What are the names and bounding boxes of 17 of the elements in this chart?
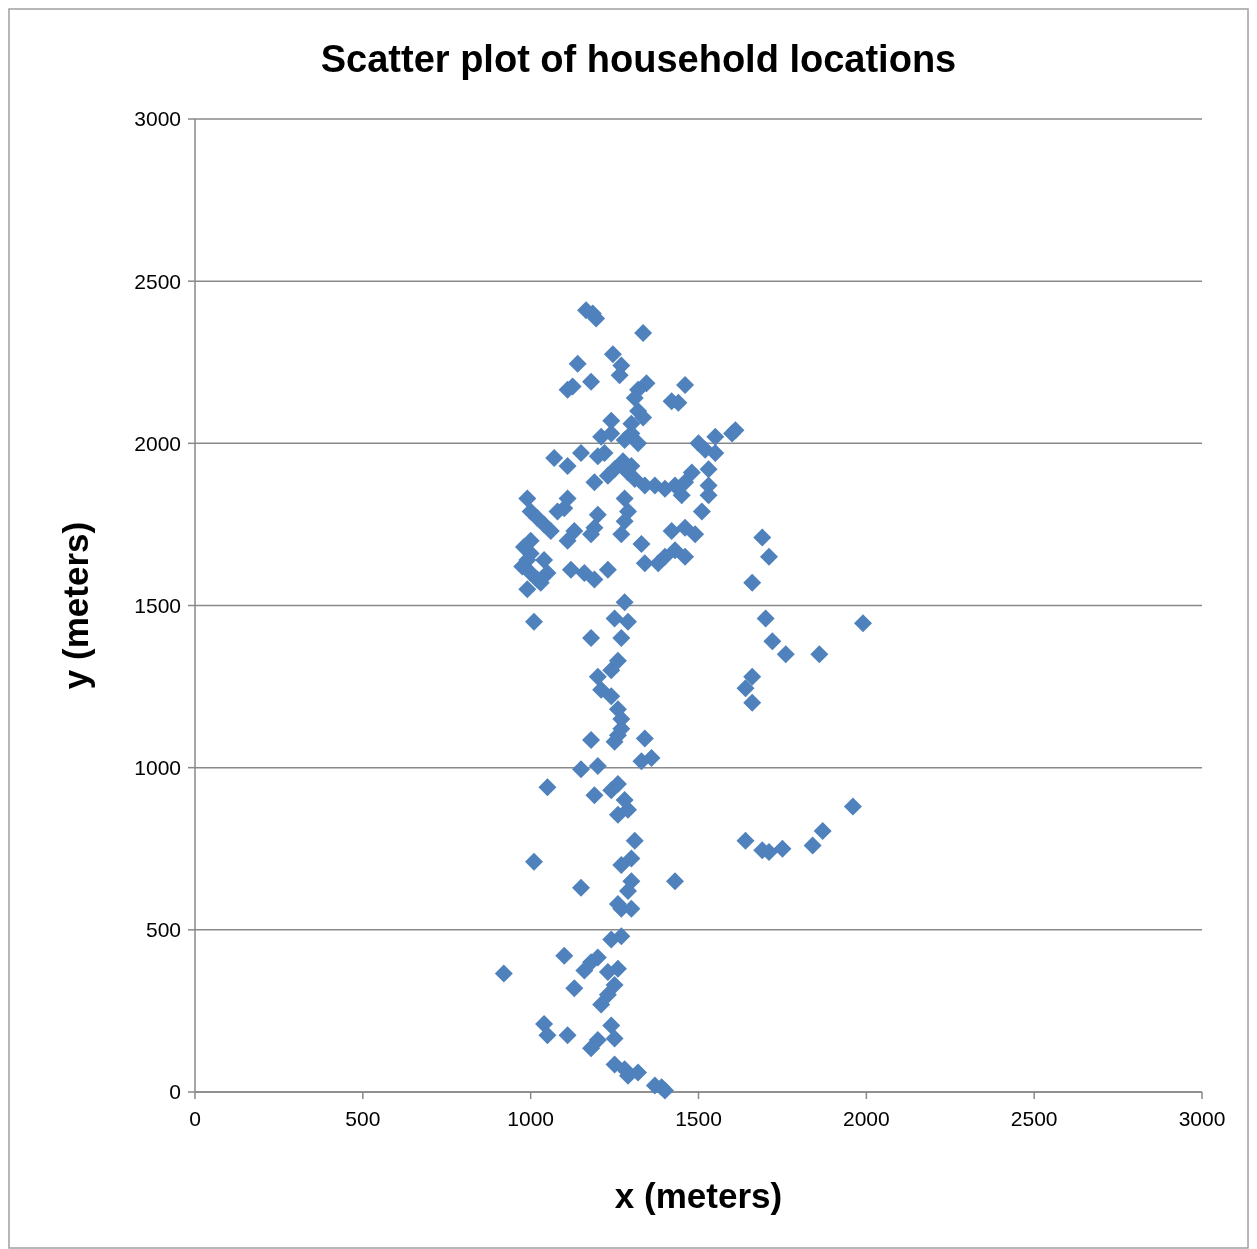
x-axis-title: x (meters) xyxy=(614,1176,783,1215)
y-tick-label: 2500 xyxy=(134,269,181,293)
x-tick-label: 500 xyxy=(345,1107,381,1130)
y-axis-title: y (meters) xyxy=(56,521,95,690)
x-tick-label: 2500 xyxy=(1010,1107,1058,1130)
x-tick-label: 1500 xyxy=(675,1107,722,1130)
x-tick-label: 0 xyxy=(189,1107,201,1130)
x-tick-label: 1000 xyxy=(507,1107,555,1130)
x-tick-label: 2000 xyxy=(842,1107,890,1130)
y-tick-label: 2000 xyxy=(134,431,181,455)
y-tick-label: 3000 xyxy=(134,107,181,131)
chart-title: Scatter plot of household locations xyxy=(320,38,957,80)
y-tick-label: 500 xyxy=(145,918,181,942)
y-tick-label: 1500 xyxy=(134,593,181,617)
y-tick-label: 0 xyxy=(169,1080,181,1104)
y-tick-label: 1000 xyxy=(134,756,181,780)
x-tick-label: 3000 xyxy=(1178,1107,1226,1130)
